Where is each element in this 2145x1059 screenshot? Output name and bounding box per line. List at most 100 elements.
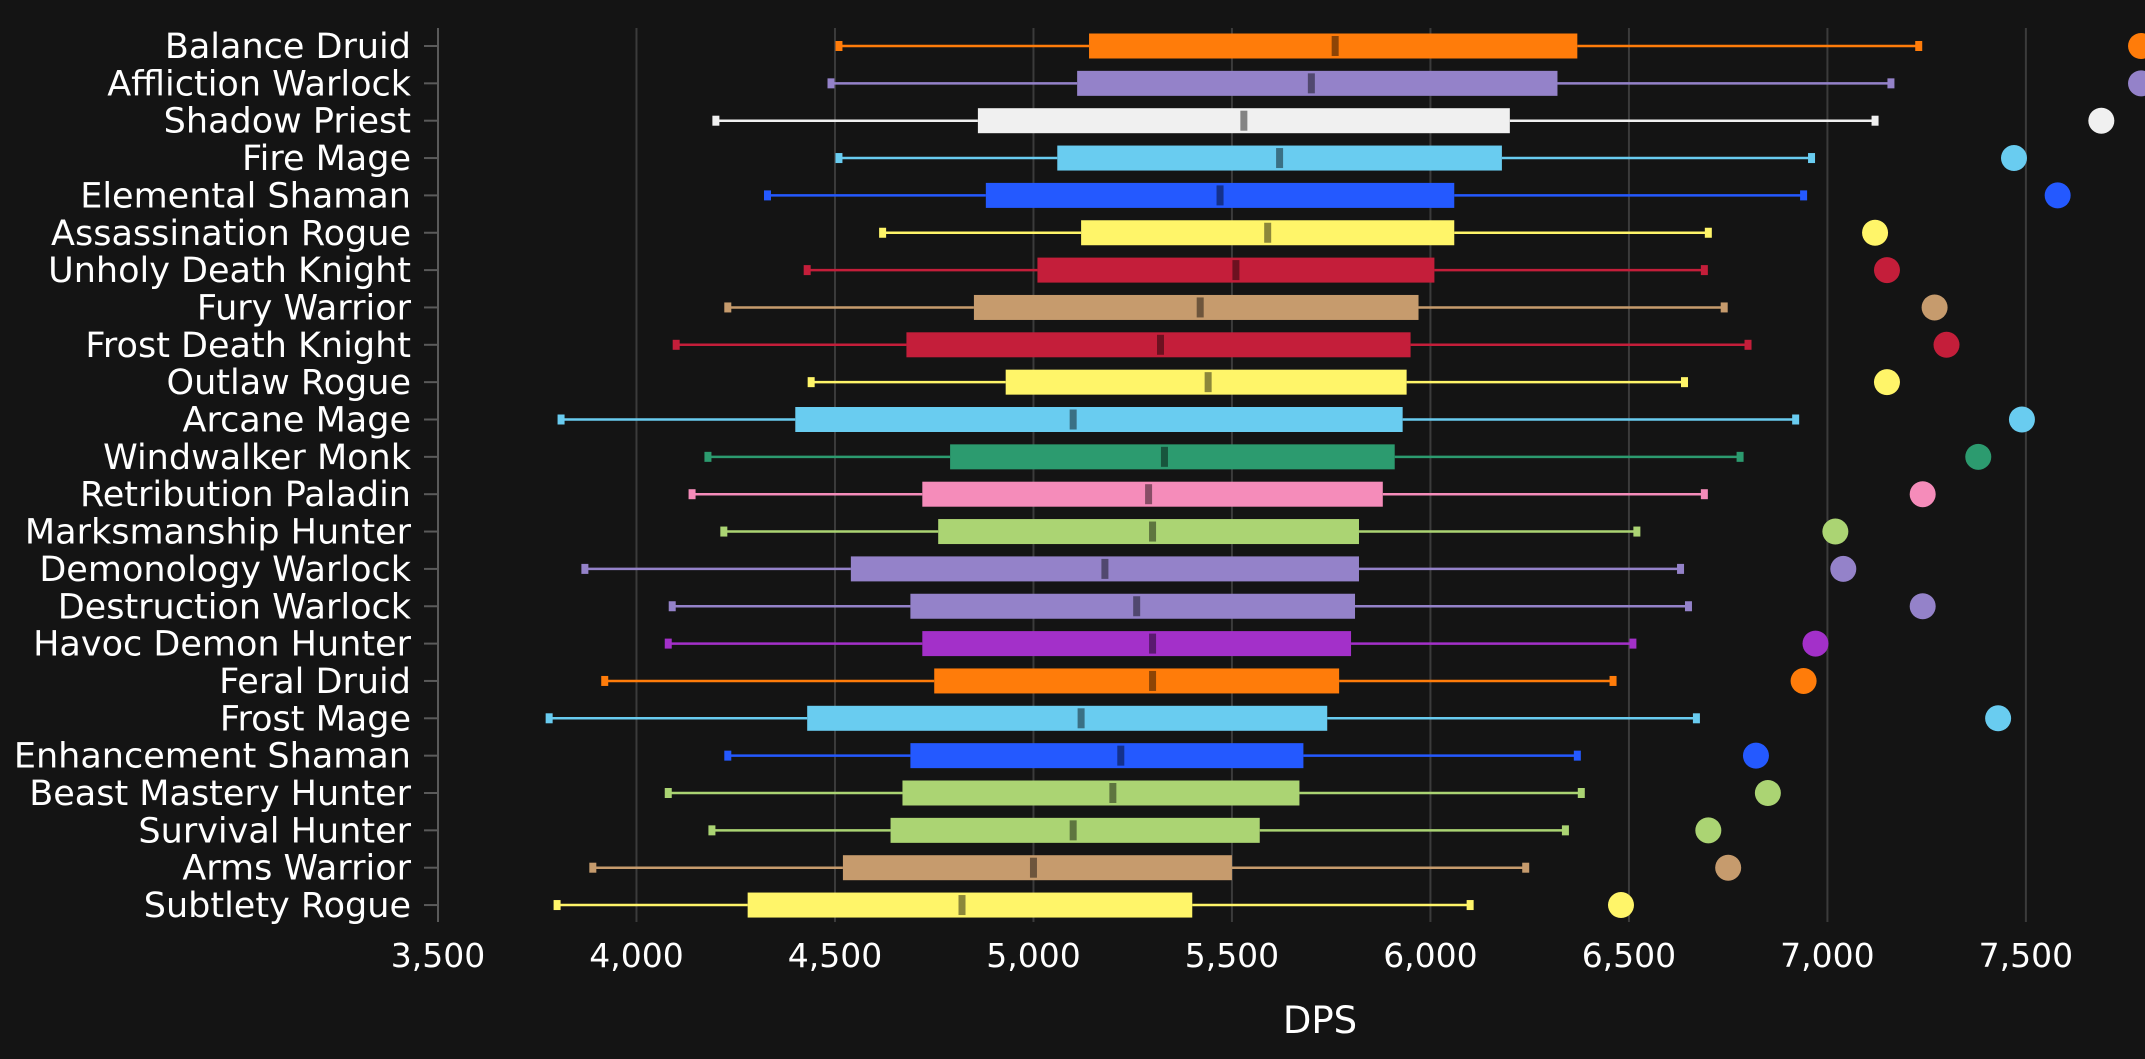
max-point bbox=[1790, 667, 1817, 694]
median-mark bbox=[1101, 558, 1109, 579]
median-mark bbox=[1307, 73, 1315, 94]
iqr-box bbox=[842, 855, 1232, 881]
x-tick-label: 6,500 bbox=[1582, 936, 1676, 975]
median-mark bbox=[1264, 222, 1272, 243]
box-row: Windwalker Monk bbox=[103, 438, 1992, 478]
iqr-box bbox=[938, 519, 1359, 545]
max-cap bbox=[1577, 788, 1585, 798]
max-point bbox=[1985, 705, 2012, 732]
box-row: Shadow Priest bbox=[164, 102, 2115, 142]
box-row: Elemental Shaman bbox=[80, 176, 2071, 216]
category-label: Retribution Paladin bbox=[80, 475, 411, 515]
category-label: Frost Death Knight bbox=[85, 326, 411, 366]
min-cap bbox=[589, 862, 597, 873]
median-mark bbox=[958, 895, 966, 916]
x-tick-label: 4,000 bbox=[589, 936, 683, 975]
max-cap bbox=[1800, 190, 1808, 201]
min-cap bbox=[724, 302, 732, 313]
median-mark bbox=[1160, 446, 1168, 467]
median-mark bbox=[1276, 148, 1284, 169]
box-row: Feral Druid bbox=[219, 662, 1817, 702]
median-mark bbox=[1204, 372, 1212, 393]
category-label: Demonology Warlock bbox=[39, 550, 411, 590]
iqr-box bbox=[922, 481, 1383, 507]
median-mark bbox=[1109, 783, 1117, 803]
iqr-box bbox=[922, 631, 1352, 657]
iqr-box bbox=[902, 780, 1300, 806]
max-point bbox=[1742, 742, 1769, 769]
max-point bbox=[1921, 294, 1948, 321]
category-label: Survival Hunter bbox=[138, 811, 411, 851]
median-mark bbox=[1149, 633, 1157, 654]
box-row: Arcane Mage bbox=[183, 401, 2035, 441]
x-axis-label: DPS bbox=[1283, 999, 1357, 1042]
max-cap bbox=[1744, 339, 1752, 350]
max-cap bbox=[1915, 41, 1923, 51]
x-tick-label: 5,500 bbox=[1185, 936, 1279, 975]
box-row: Destruction Warlock bbox=[58, 587, 1936, 627]
category-label: Outlaw Rogue bbox=[167, 363, 411, 403]
max-cap bbox=[1700, 489, 1708, 500]
box-row: Survival Hunter bbox=[138, 811, 1722, 851]
median-mark bbox=[1077, 708, 1085, 729]
median-mark bbox=[1029, 857, 1037, 878]
category-label: Frost Mage bbox=[220, 699, 411, 739]
x-tick-label: 7,500 bbox=[1979, 936, 2073, 975]
max-point bbox=[2008, 406, 2035, 433]
max-point bbox=[1909, 593, 1936, 620]
box-row: Balance Druid bbox=[165, 27, 2145, 67]
box-row: Unholy Death Knight bbox=[48, 251, 1900, 291]
box-row: Havoc Demon Hunter bbox=[33, 625, 1829, 665]
x-axis: 3,500 4,000 4,500 5,000 5,500 6,000 6,500 7,000… bbox=[391, 936, 2073, 975]
min-cap bbox=[601, 675, 609, 686]
max-cap bbox=[1736, 451, 1744, 462]
category-label: Fire Mage bbox=[242, 139, 411, 179]
median-mark bbox=[1069, 409, 1077, 430]
category-label: Affliction Warlock bbox=[107, 64, 412, 104]
category-label: Subtlety Rogue bbox=[144, 886, 411, 926]
category-label: Unholy Death Knight bbox=[48, 251, 411, 291]
min-cap bbox=[704, 451, 712, 462]
min-cap bbox=[553, 900, 561, 911]
category-label: Assassination Rogue bbox=[51, 214, 411, 254]
median-mark bbox=[1117, 745, 1125, 766]
median-mark bbox=[1232, 260, 1240, 281]
max-point bbox=[1909, 481, 1936, 508]
max-cap bbox=[1871, 115, 1879, 126]
min-cap bbox=[672, 339, 680, 350]
category-label: Marksmanship Hunter bbox=[25, 513, 412, 553]
max-point bbox=[1965, 443, 1992, 470]
max-point bbox=[2128, 33, 2145, 59]
box-row: Demonology Warlock bbox=[39, 550, 1857, 590]
box-row: Assassination Rogue bbox=[51, 214, 1889, 254]
category-label: Enhancement Shaman bbox=[14, 737, 411, 777]
box-row: Frost Death Knight bbox=[85, 326, 1960, 366]
category-label: Elemental Shaman bbox=[80, 176, 411, 216]
x-tick-label: 5,000 bbox=[986, 936, 1080, 975]
min-cap bbox=[664, 638, 672, 649]
min-cap bbox=[720, 526, 728, 537]
max-cap bbox=[1681, 377, 1689, 388]
box-row: Arms Warrior bbox=[182, 849, 1742, 889]
iqr-box bbox=[973, 294, 1419, 320]
min-cap bbox=[835, 153, 843, 164]
x-tick-label: 3,500 bbox=[391, 936, 485, 975]
grid-lines bbox=[635, 28, 2027, 922]
min-cap bbox=[879, 227, 887, 238]
median-mark bbox=[1196, 297, 1204, 318]
x-tick-label: 4,500 bbox=[788, 936, 882, 975]
min-cap bbox=[827, 78, 835, 89]
iqr-box bbox=[807, 705, 1328, 731]
max-cap bbox=[1629, 638, 1637, 649]
category-label: Balance Druid bbox=[165, 27, 411, 67]
max-point bbox=[2000, 145, 2027, 172]
max-cap bbox=[1887, 78, 1895, 89]
median-mark bbox=[1149, 670, 1157, 691]
min-cap bbox=[557, 414, 565, 425]
box-row: Enhancement Shaman bbox=[14, 737, 1769, 777]
max-point bbox=[2128, 70, 2145, 97]
category-label: Windwalker Monk bbox=[103, 438, 412, 478]
max-point bbox=[1862, 219, 1889, 246]
max-cap bbox=[1522, 862, 1530, 873]
